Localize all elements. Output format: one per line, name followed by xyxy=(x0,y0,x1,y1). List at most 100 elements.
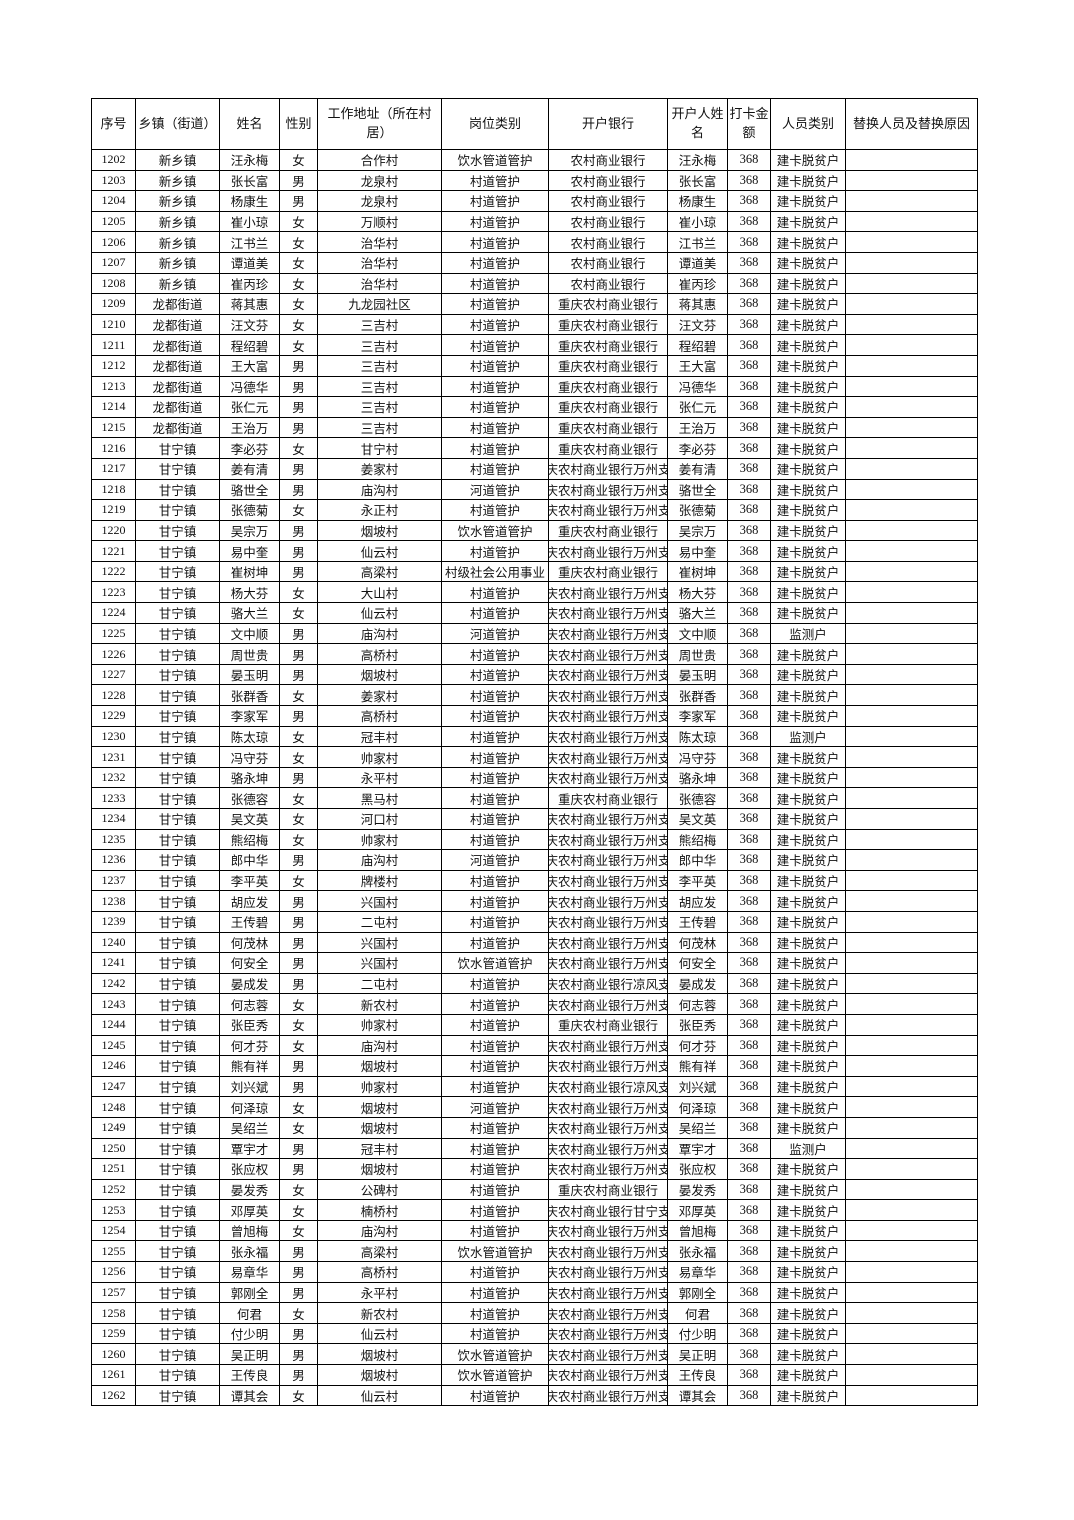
cell-col-account-holder: 张仁元 xyxy=(667,396,728,418)
cell-text xyxy=(846,1056,977,1076)
cell-text: 男 xyxy=(292,422,305,437)
table-row: 1204 新乡镇 杨康生 男 龙泉村 村道管护 农村商业银行 杨康生 368 建卡脱贫户 xyxy=(91,190,978,212)
cell-col-replacement xyxy=(845,972,978,995)
cell-col-amount: 368 xyxy=(727,334,771,356)
cell-text: 农村商业银行 xyxy=(570,216,646,231)
cell-col-index: 1245 xyxy=(91,1034,136,1057)
cell-col-post-type: 村道管护 xyxy=(441,972,549,995)
cell-col-name: 蒋其惠 xyxy=(219,293,280,315)
cell-col-account-holder: 张长富 xyxy=(667,169,728,192)
table-row: 1235甘宁镇熊绍梅女帅家村村道管护重庆农村商业银行万州支行熊绍梅368建卡脱贫… xyxy=(91,828,978,851)
cell-text: 建卡脱贫户 xyxy=(776,998,840,1013)
cell-text: 何茂林 xyxy=(230,936,269,951)
cell-text: 甘宁镇 xyxy=(158,792,197,807)
cell-col-town: 龙都街道 xyxy=(135,375,220,398)
cell-text xyxy=(846,933,977,953)
cell-col-account-holder: 郎中华 xyxy=(667,849,728,871)
cell-text: 1212 xyxy=(101,358,126,373)
cell-col-town: 甘宁镇 xyxy=(135,1055,220,1077)
cell-text: 村道管护 xyxy=(469,978,520,993)
cell-col-name: 胡应发 xyxy=(219,890,280,912)
cell-text: 王治万 xyxy=(230,422,269,437)
cell-col-post-type: 村道管护 xyxy=(441,499,549,521)
cell-col-amount: 368 xyxy=(727,808,771,830)
cell-text: 1215 xyxy=(101,420,126,435)
cell-text: 1262 xyxy=(101,1387,126,1402)
cell-col-bank: 重庆农村商业银行万州支行 xyxy=(548,1322,668,1345)
cell-text: 368 xyxy=(739,378,759,393)
header-col-bank: 开户银行 xyxy=(548,98,668,150)
cell-text: 1257 xyxy=(101,1284,126,1299)
cell-col-name: 程绍碧 xyxy=(219,334,280,356)
cell-text: 重庆农村商业银行万州支行 xyxy=(549,627,667,642)
cell-col-name: 骆世全 xyxy=(219,478,280,501)
cell-col-town: 甘宁镇 xyxy=(135,1302,220,1324)
cell-col-index: 1257 xyxy=(91,1281,136,1304)
cell-text: 甘宁镇 xyxy=(158,442,197,457)
cell-text: 村道管护 xyxy=(469,422,520,437)
cell-col-post-type: 村道管护 xyxy=(441,890,549,912)
cell-text: 公碑村 xyxy=(360,1183,399,1198)
cell-col-bank: 重庆农村商业银行万州支行 xyxy=(548,602,668,624)
cell-col-town: 甘宁镇 xyxy=(135,910,220,933)
cell-col-name: 吴文英 xyxy=(219,808,280,830)
cell-text: 晏发秀 xyxy=(230,1183,269,1198)
cell-col-amount: 368 xyxy=(727,1364,771,1386)
cell-col-address: 帅家村 xyxy=(317,1075,442,1098)
cell-text xyxy=(846,747,977,767)
cell-col-town: 甘宁镇 xyxy=(135,869,220,892)
cell-text: 男 xyxy=(292,360,305,375)
cell-text: 庙沟村 xyxy=(360,483,399,498)
cell-col-replacement xyxy=(845,519,978,542)
table-row: 1258 甘宁镇 何君 女 新农村 村道管护 重庆农村商业银行万州支行 何君 368 建卡脱贫户 xyxy=(91,1302,978,1324)
cell-text: 甘宁镇 xyxy=(158,936,197,951)
cell-col-index: 1248 xyxy=(91,1096,136,1118)
cell-col-amount: 368 xyxy=(727,663,771,686)
cell-text: 重庆农村商业银行万州支行 xyxy=(549,1245,667,1260)
cell-text: 甘宁镇 xyxy=(158,957,197,972)
cell-text: 烟坡村 xyxy=(360,1369,399,1384)
cell-col-town: 甘宁镇 xyxy=(135,746,220,768)
cell-col-index: 1227 xyxy=(91,663,136,686)
cell-text: 王传良 xyxy=(678,1369,717,1384)
cell-col-account-holder: 冯守芬 xyxy=(667,746,728,768)
cell-col-account-holder: 张群香 xyxy=(667,684,728,707)
cell-text: 建卡脱贫户 xyxy=(776,854,840,869)
cell-text: 男 xyxy=(292,1060,305,1075)
cell-text: 甘宁镇 xyxy=(158,689,197,704)
cell-text: 368 xyxy=(739,564,759,579)
cell-text: 甘宁镇 xyxy=(158,463,197,478)
cell-text: 重庆农村商业银行凉风支行 xyxy=(549,1081,667,1096)
cell-col-address: 三吉村 xyxy=(317,313,442,336)
cell-col-replacement xyxy=(845,1384,978,1407)
cell-text xyxy=(846,665,977,685)
cell-text: 368 xyxy=(739,852,759,867)
cell-text: 甘宁镇 xyxy=(158,504,197,519)
cell-text: 冯德华 xyxy=(678,380,717,395)
cell-col-name: 张仁元 xyxy=(219,396,280,418)
cell-col-town: 甘宁镇 xyxy=(135,828,220,851)
cell-col-person-type: 建卡脱贫户 xyxy=(770,766,846,789)
cell-text: 汪永梅 xyxy=(230,154,269,169)
cell-text: 368 xyxy=(739,234,759,249)
cell-col-name: 王治万 xyxy=(219,416,280,439)
cell-text: 张仁元 xyxy=(678,401,717,416)
cell-col-town: 甘宁镇 xyxy=(135,849,220,871)
cell-col-name: 熊有祥 xyxy=(219,1055,280,1077)
cell-col-account-holder: 吴文英 xyxy=(667,808,728,830)
cell-col-amount: 368 xyxy=(727,540,771,562)
cell-col-index: 1225 xyxy=(91,622,136,645)
cell-text: 高梁村 xyxy=(360,1245,399,1260)
cell-col-gender: 女 xyxy=(279,1384,318,1407)
cell-col-replacement xyxy=(845,1013,978,1036)
cell-col-post-type: 村道管护 xyxy=(441,1013,549,1036)
cell-col-gender: 女 xyxy=(279,334,318,356)
cell-text: 1243 xyxy=(101,996,126,1011)
cell-col-account-holder: 汪永梅 xyxy=(667,149,728,171)
cell-text xyxy=(846,1241,977,1261)
cell-col-replacement xyxy=(845,190,978,212)
table-row: 1206 新乡镇 江书兰 女 治华村 村道管护 农村商业银行 江书兰 368 建卡脱贫户 xyxy=(91,231,978,253)
cell-text: 368 xyxy=(739,770,759,785)
cell-text: 村道管护 xyxy=(469,1204,520,1219)
cell-col-index: 1219 xyxy=(91,499,136,521)
